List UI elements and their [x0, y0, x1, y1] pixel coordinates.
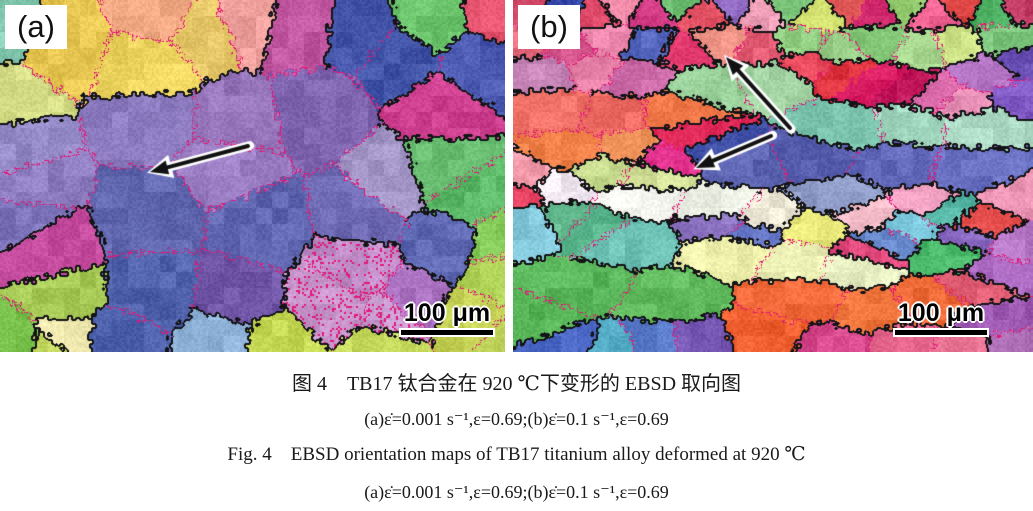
- panel-a: (a) 100 μm: [0, 0, 505, 352]
- caption-title-zh: 图 4 TB17 钛合金在 920 ℃下变形的 EBSD 取向图: [291, 373, 742, 395]
- panel-b-scalebar-label: 100 μm: [897, 299, 985, 327]
- panel-a-scalebar-label: 100 μm: [403, 299, 491, 327]
- figure-caption: 图 4 TB17 钛合金在 920 ℃下变形的 EBSD 取向图 (a)ε̇=0…: [0, 352, 1033, 510]
- panel-b-scalebar-line: [893, 328, 989, 337]
- ebsd-maps-row: (a) 100 μm (b) 100 μm: [0, 0, 1033, 352]
- caption-conditions-en: (a)ε̇=0.001 s⁻¹,ε=0.69;(b)ε̇=0.1 s⁻¹,ε=0…: [364, 482, 669, 502]
- ebsd-map-b: [513, 0, 1033, 352]
- panel-b-label: (b): [518, 5, 580, 49]
- panel-a-scalebar-line: [399, 328, 495, 337]
- panel-a-scalebar: 100 μm: [399, 299, 495, 337]
- ebsd-map-a: [0, 0, 505, 352]
- caption-conditions-zh: (a)ε̇=0.001 s⁻¹,ε=0.69;(b)ε̇=0.1 s⁻¹,ε=0…: [364, 409, 669, 429]
- caption-title-en: Fig. 4 EBSD orientation maps of TB17 tit…: [227, 444, 806, 465]
- panel-b-scalebar: 100 μm: [893, 299, 989, 337]
- panel-b: (b) 100 μm: [513, 0, 1033, 352]
- panel-a-label: (a): [5, 5, 67, 49]
